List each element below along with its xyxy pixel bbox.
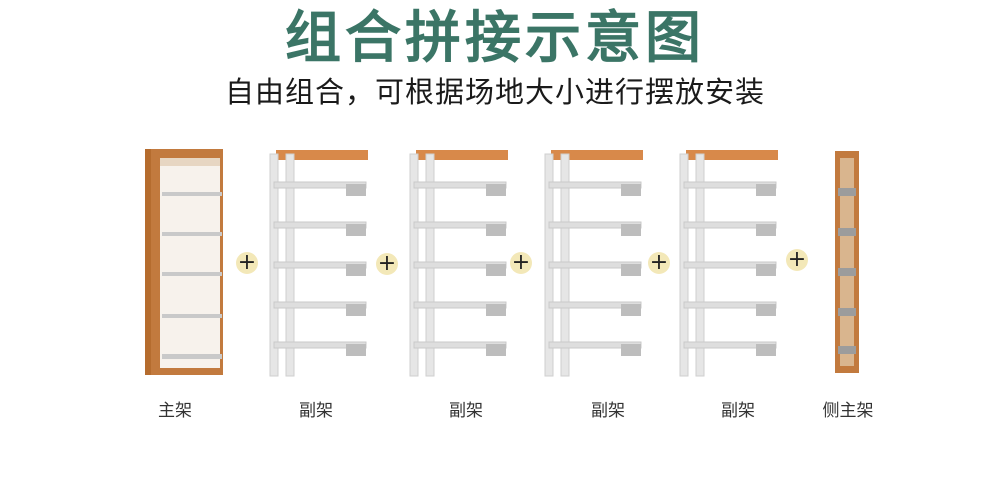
page-subtitle: 自由组合，可根据场地大小进行摆放安装 (224, 75, 765, 109)
sub-frame-illustration (408, 148, 510, 380)
unit-label: 侧主架 (822, 401, 874, 421)
sub-frame-illustration (678, 148, 780, 380)
side-main-frame-illustration (834, 150, 860, 376)
plus-icon: + (648, 250, 670, 275)
unit-label: 副架 (721, 401, 755, 421)
unit-label: 副架 (449, 401, 483, 421)
main-frame-illustration (144, 148, 226, 378)
plus-icon: + (786, 247, 808, 272)
unit-label: 副架 (299, 401, 333, 421)
unit-label: 副架 (591, 401, 625, 421)
plus-icon: + (236, 250, 258, 275)
unit-label: 主架 (158, 401, 192, 421)
sub-frame-illustration (543, 148, 645, 380)
plus-icon: + (376, 251, 398, 276)
plus-icon: + (510, 250, 532, 275)
sub-frame-illustration (268, 148, 370, 380)
page-title: 组合拼接示意图 (285, 6, 705, 71)
